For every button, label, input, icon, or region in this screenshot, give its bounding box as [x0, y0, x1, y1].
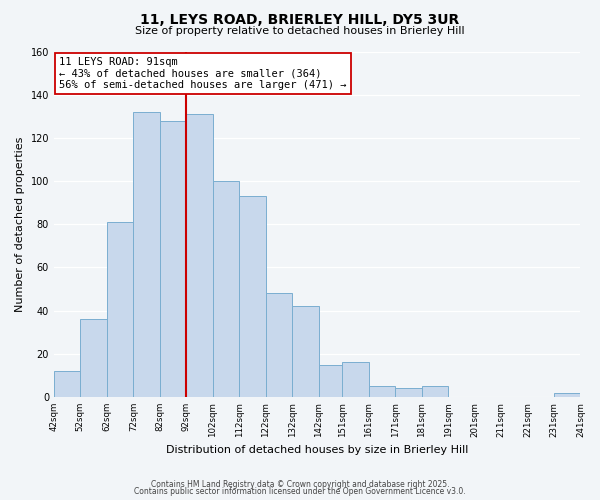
Bar [422, 386, 448, 397]
Bar [160, 120, 186, 397]
Bar [554, 392, 581, 397]
Text: Contains public sector information licensed under the Open Government Licence v3: Contains public sector information licen… [134, 487, 466, 496]
Bar [80, 319, 107, 397]
Bar [369, 386, 395, 397]
X-axis label: Distribution of detached houses by size in Brierley Hill: Distribution of detached houses by size … [166, 445, 469, 455]
Bar [266, 294, 292, 397]
Bar [239, 196, 266, 397]
Text: 11, LEYS ROAD, BRIERLEY HILL, DY5 3UR: 11, LEYS ROAD, BRIERLEY HILL, DY5 3UR [140, 12, 460, 26]
Bar [186, 114, 212, 397]
Bar [54, 371, 80, 397]
Bar [107, 222, 133, 397]
Bar [343, 362, 369, 397]
Bar [395, 388, 422, 397]
Y-axis label: Number of detached properties: Number of detached properties [15, 136, 25, 312]
Bar [212, 181, 239, 397]
Bar [292, 306, 319, 397]
Text: Contains HM Land Registry data © Crown copyright and database right 2025.: Contains HM Land Registry data © Crown c… [151, 480, 449, 489]
Text: 11 LEYS ROAD: 91sqm
← 43% of detached houses are smaller (364)
56% of semi-detac: 11 LEYS ROAD: 91sqm ← 43% of detached ho… [59, 56, 347, 90]
Bar [133, 112, 160, 397]
Text: Size of property relative to detached houses in Brierley Hill: Size of property relative to detached ho… [135, 26, 465, 36]
Bar [319, 364, 345, 397]
